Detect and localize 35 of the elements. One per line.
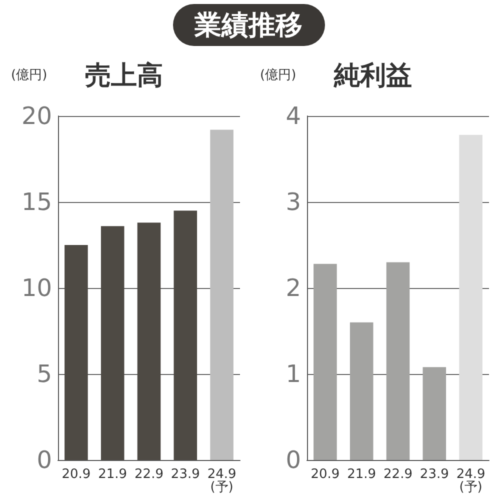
y-tick-label: 3 xyxy=(286,188,301,216)
bar xyxy=(137,222,161,460)
text: 業績推移 xyxy=(172,4,324,46)
y-tick-label: 10 xyxy=(21,274,52,302)
y-tick-label: 2 xyxy=(286,274,301,302)
x-tick-label: 23.9 xyxy=(170,467,200,482)
bar xyxy=(174,210,198,460)
x-tick-label: 21.9 xyxy=(98,467,128,482)
x-tick-label: 22.9 xyxy=(134,467,164,482)
x-tick-label: 23.9 xyxy=(420,467,449,482)
x-tick-label: 24.9 (予) xyxy=(456,467,486,495)
y-tick-label: 0 xyxy=(286,446,301,474)
y-axis-title: (億円) xyxy=(11,68,48,83)
bar xyxy=(100,226,124,460)
y-tick-label: 15 xyxy=(21,188,52,216)
y-tick-label: 5 xyxy=(36,360,52,388)
x-tick-label: 20.9 xyxy=(62,467,91,482)
bar xyxy=(314,264,337,460)
bar xyxy=(422,367,446,460)
y-tick-label: 0 xyxy=(36,446,52,474)
x-tick-label: 22.9 xyxy=(384,467,412,482)
y-axis-title: (億円) xyxy=(260,68,296,83)
x-tick-label: 24.9 (予) xyxy=(207,467,236,495)
y-tick-label: 20 xyxy=(21,102,52,130)
y-tick-label: 1 xyxy=(286,360,301,388)
y-tick-label: 4 xyxy=(286,102,301,130)
bar xyxy=(210,130,234,460)
bar xyxy=(459,134,482,460)
x-tick-label: 20.9 xyxy=(310,467,340,482)
chart-title: 純利益 xyxy=(333,61,412,91)
bar xyxy=(386,262,410,460)
bar xyxy=(350,322,374,460)
bar xyxy=(64,245,88,460)
x-tick-label: 21.9 xyxy=(347,467,376,482)
chart-title: 売上高 xyxy=(85,61,163,91)
